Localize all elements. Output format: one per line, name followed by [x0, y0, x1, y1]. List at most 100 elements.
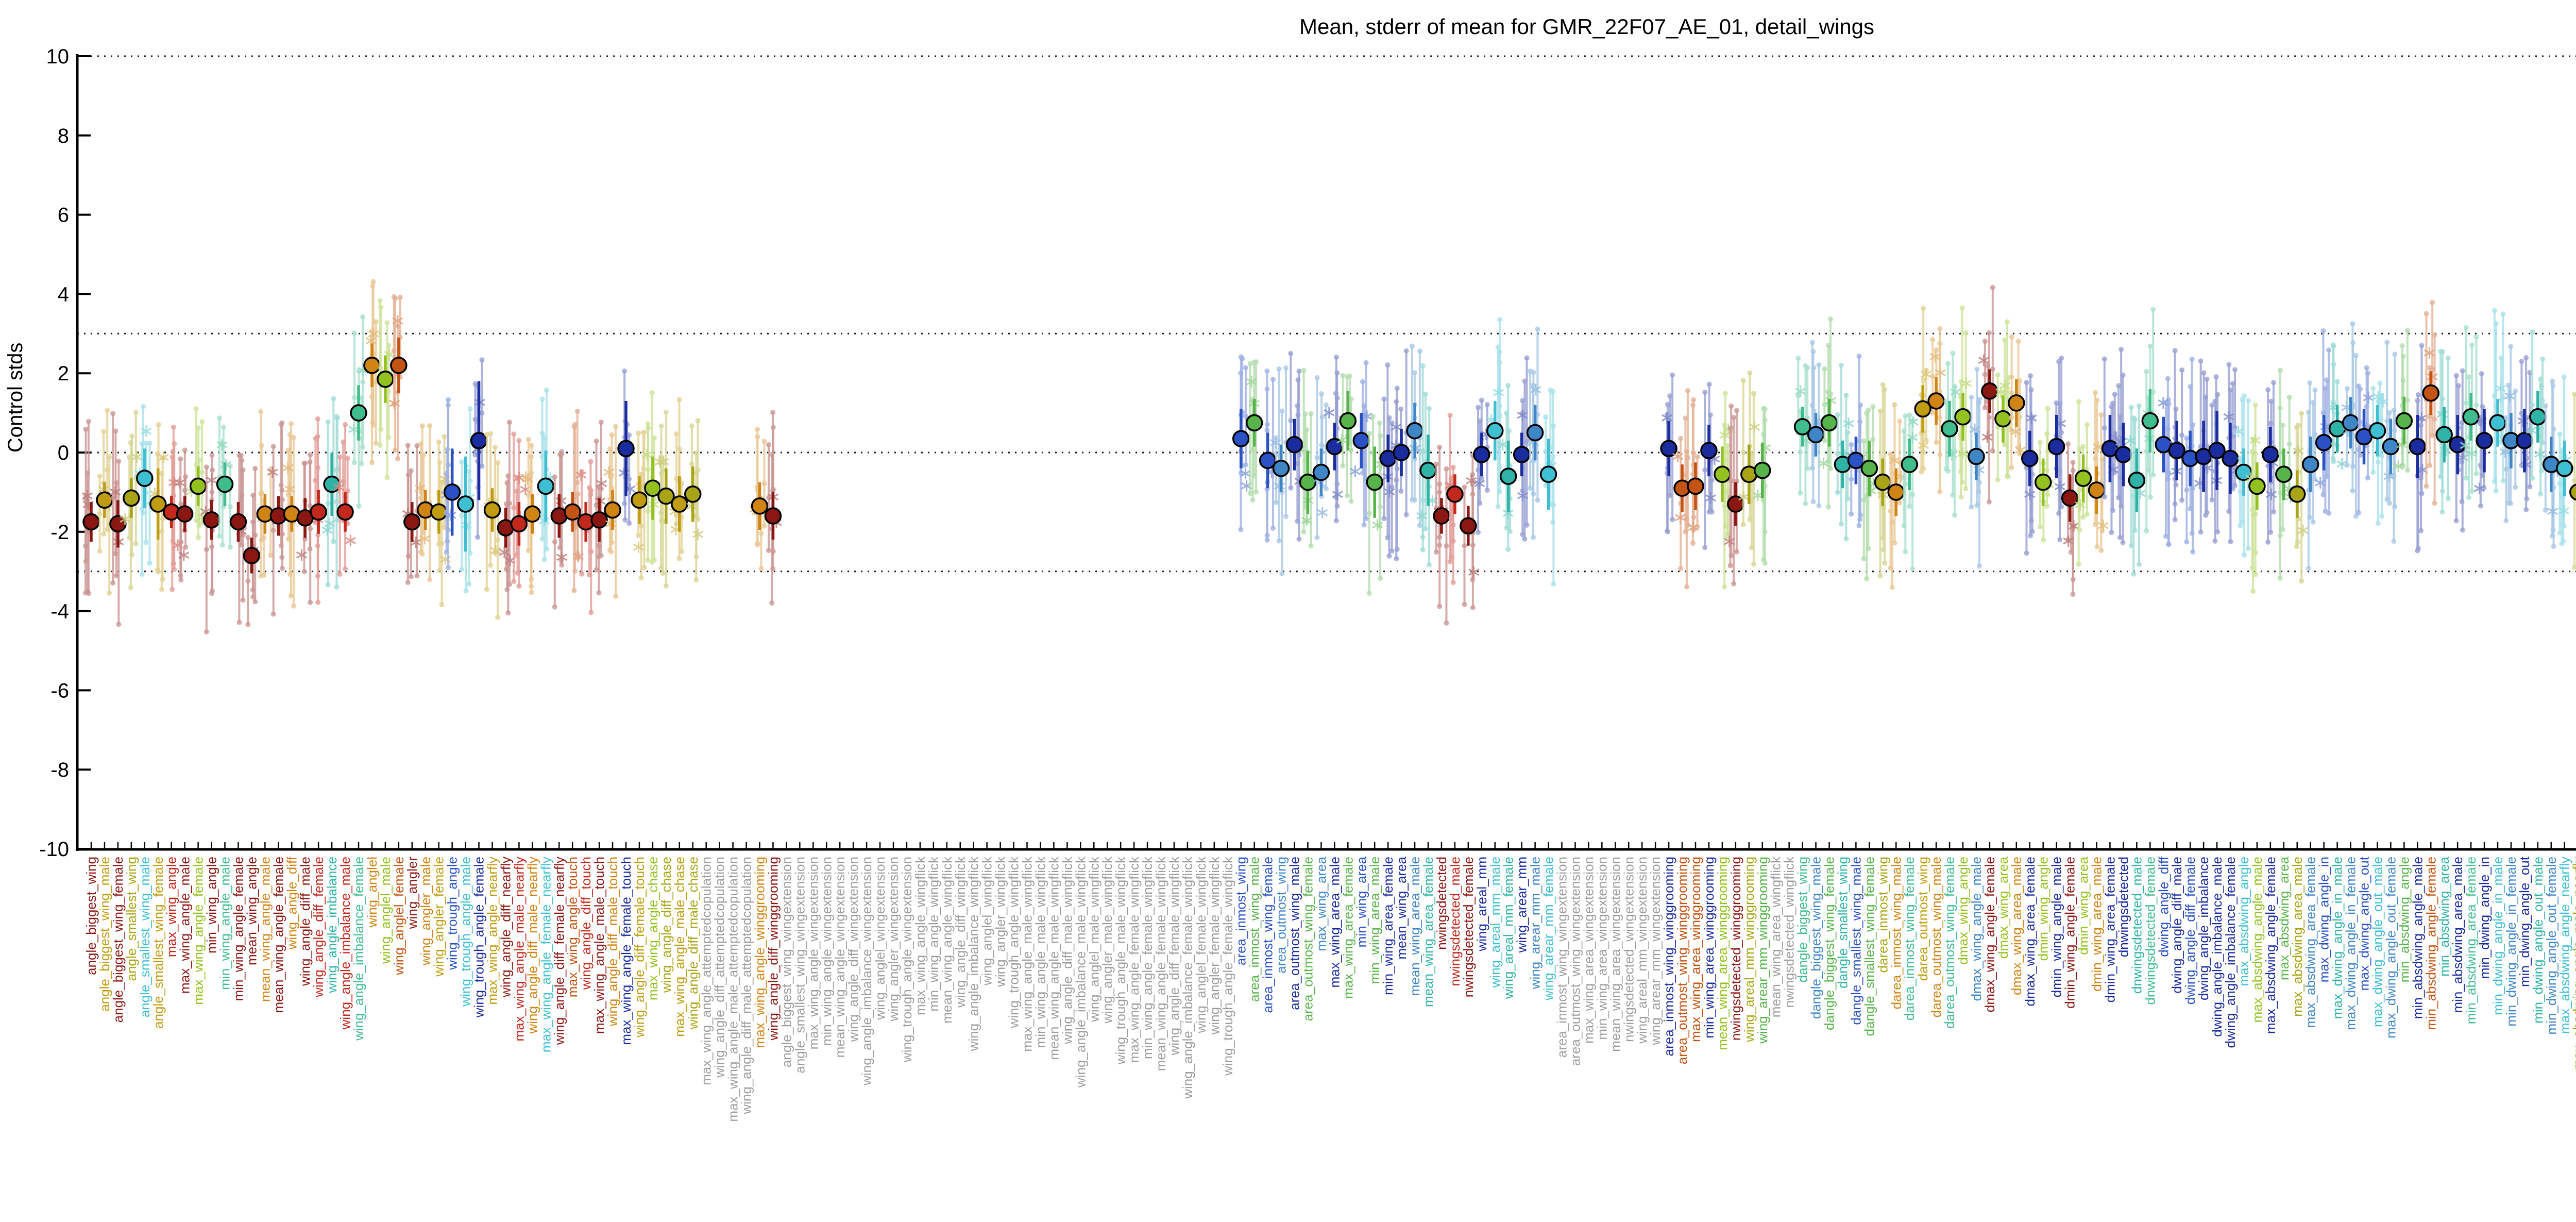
mean-point — [336, 503, 354, 521]
y-tick-label: -8 — [50, 759, 69, 781]
mean-point — [123, 489, 140, 507]
jitter-dot — [766, 548, 771, 554]
jitter-dot — [2280, 422, 2285, 428]
x-category-label: wing_angle_imbalance_male — [337, 857, 353, 1030]
jitter-dot — [2530, 475, 2535, 481]
jitter-dot — [2459, 499, 2465, 505]
x-category-label: wing_anglel_wingflick — [979, 856, 995, 986]
mean-point — [1446, 485, 1464, 503]
jitter-dot — [1690, 397, 1696, 403]
jitter-dot — [2184, 539, 2190, 545]
jitter-dot — [1386, 553, 1392, 559]
jitter-dot — [196, 425, 201, 431]
jitter-dot — [2004, 319, 2010, 325]
mean-point — [1901, 456, 1918, 473]
mean-point — [2047, 438, 2065, 456]
jitter-dot — [1505, 546, 1511, 552]
jitter-dot — [1264, 368, 1270, 374]
jitter-dot — [1524, 355, 1530, 361]
jitter-dot — [105, 467, 110, 473]
jitter-dot — [369, 460, 375, 465]
jitter-dot — [2009, 374, 2014, 380]
jitter-dot — [2028, 518, 2034, 524]
jitter-dot — [1403, 348, 1409, 354]
jitter-dot — [1420, 448, 1426, 454]
jitter-dot — [2540, 356, 2546, 362]
jitter-dot — [1308, 543, 1314, 549]
jitter-dot — [236, 620, 242, 625]
jitter-dot — [302, 460, 308, 466]
jitter-dot — [2557, 431, 2563, 437]
asterisk-marker: ∗ — [2471, 477, 2487, 498]
jitter-dot — [1270, 525, 1276, 531]
jitter-dot — [2128, 543, 2134, 548]
jitter-dot — [1667, 493, 1673, 498]
jitter-dot — [2455, 383, 2461, 389]
jitter-dot — [1910, 566, 1916, 572]
jitter-dot — [2184, 436, 2190, 441]
jitter-dot — [2092, 390, 2098, 395]
jitter-dot — [2375, 459, 2381, 465]
mean-point — [1433, 507, 1450, 525]
jitter-dot — [1809, 465, 1815, 471]
jitter-dot — [2550, 533, 2555, 539]
x-category-label: wing_anglel_female — [391, 857, 406, 976]
jitter-dot — [315, 416, 320, 422]
x-category-label: wing_angle_diff_nearfly — [498, 857, 513, 998]
mean-point — [2248, 477, 2266, 495]
jitter-dot — [408, 468, 414, 474]
x-category-label: angle_smallest_wing_female — [150, 857, 166, 1029]
jitter-dot — [378, 304, 384, 310]
jitter-dot — [2270, 380, 2276, 386]
jitter-dot — [761, 481, 767, 487]
jitter-dot — [2009, 390, 2014, 395]
jitter-dot — [288, 593, 294, 599]
jitter-dot — [1882, 560, 1888, 566]
jitter-dot — [1264, 532, 1270, 538]
jitter-dot — [196, 535, 201, 541]
jitter-dot — [1982, 339, 1988, 344]
jitter-dot — [1986, 499, 1992, 505]
jitter-dot — [2238, 523, 2243, 529]
mean-point — [1473, 446, 1490, 463]
asterisk-marker: ∗ — [488, 540, 503, 561]
jitter-dot — [1366, 431, 1372, 437]
jitter-dot — [147, 560, 152, 566]
jitter-dot — [1495, 504, 1501, 510]
jitter-dot — [170, 587, 175, 592]
jitter-dot — [472, 416, 478, 422]
jitter-dot — [2350, 321, 2355, 327]
jitter-dot — [1958, 494, 1964, 500]
jitter-dot — [1731, 415, 1737, 421]
mean-point — [1339, 412, 1357, 430]
chart-title: Mean, stderr of mean for GMR_22F07_AE_01… — [1299, 14, 1874, 39]
jitter-dot — [2056, 359, 2062, 364]
mean-point — [1245, 414, 1263, 432]
jitter-dot — [658, 510, 664, 515]
x-category-label: angle_biggest_wing_female — [110, 857, 126, 1023]
jitter-dot — [2076, 399, 2081, 405]
jitter-dot — [1296, 537, 1302, 542]
jitter-dot — [1722, 584, 1727, 590]
x-category-label: min_wing_angle_male — [217, 857, 233, 990]
jitter-dot — [651, 435, 657, 441]
jitter-dot — [2057, 469, 2063, 475]
jitter-dot — [2427, 463, 2432, 468]
jitter-dot — [1835, 490, 1840, 495]
x-category-label: angle_smallest_wing_male — [137, 857, 152, 1017]
jitter-dot — [2057, 401, 2063, 407]
asterisk-marker: ∗ — [1491, 381, 1506, 403]
jitter-dot — [626, 476, 632, 482]
asterisk-marker: ∗ — [1703, 487, 1718, 508]
jitter-dot — [1394, 386, 1400, 391]
jitter-dot — [2391, 407, 2397, 413]
mean-point — [176, 505, 194, 523]
jitter-dot — [1420, 547, 1426, 553]
jitter-dot — [2503, 415, 2509, 421]
asterisk-marker: ∗ — [1823, 390, 1838, 411]
x-category-label: wing_angler_male_wingflick — [1099, 856, 1115, 1024]
jitter-dot — [1378, 504, 1383, 510]
jitter-dot — [598, 553, 604, 559]
jitter-dot — [2190, 549, 2196, 555]
jitter-dot — [626, 521, 632, 526]
